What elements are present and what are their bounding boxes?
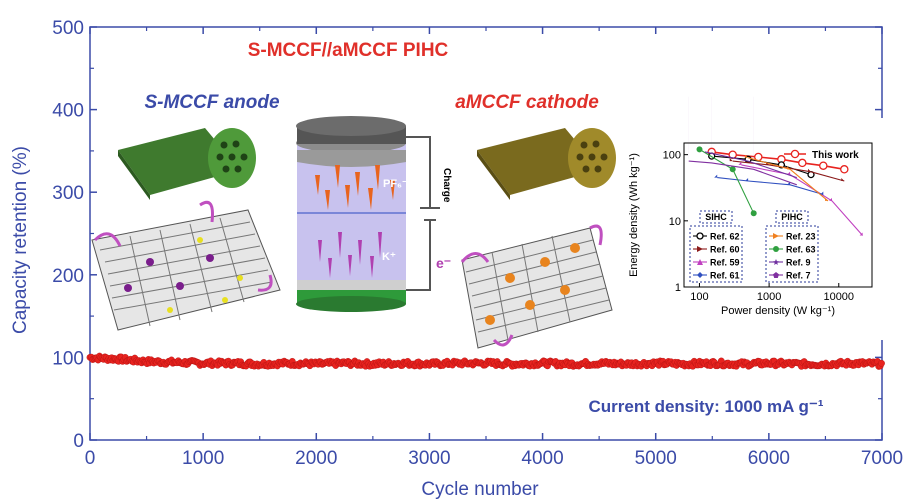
y-tick-label: 400 [52,101,84,122]
inset-series-line [741,164,864,236]
inset-data-point [729,166,736,173]
legend-group-box [689,225,743,283]
inset-x-tick-label: 10000 [823,291,854,303]
inset-data-point [825,197,829,201]
inset-data-point [840,165,849,174]
legend-group-title-box [699,210,733,224]
inset-legend: This work SIHC Ref. 62 Ref. 60 Ref. 59 Ref. 6… [689,149,859,283]
inset-x-axis-label: Power density (W kg⁻¹) [721,305,835,317]
legend-label: Ref. 62 [710,232,740,242]
anode-fiber-illustration [118,128,256,200]
inset-series-line [688,160,797,186]
inset-x-tick-label: 1000 [757,291,781,303]
legend-label: Ref. 7 [786,271,811,281]
x-tick-label: 7000 [861,448,903,469]
inset-data-point [697,272,703,278]
retention-series [86,352,885,370]
inset-x-tick-label: 100 [690,291,708,303]
inset-data-point [714,174,718,178]
legend-group-title: PIHC [781,212,803,222]
legend-group-title-box [775,210,809,224]
x-tick-label: 1000 [182,448,224,469]
inset-data-point [773,259,779,265]
cathode-label: aMCCF cathode [455,92,599,113]
x-tick-label: 3000 [408,448,450,469]
legend-label: Ref. 60 [710,245,740,255]
inset-y-axis-label: Energy density (Wh kg⁻¹) [628,153,640,277]
legend-label: Ref. 61 [710,271,740,281]
legend-label: This work [812,150,859,161]
legend-label: Ref. 9 [786,258,811,268]
x-tick-label: 6000 [748,448,790,469]
x-tick-label: 0 [85,448,96,469]
inset-ragone-plot: 100 1000 10000 1 10 100 Power density (W kg⁻¹)… [618,0,888,340]
chart-title: S-MCCF//aMCCF PIHC [248,40,449,61]
inset-data-point [773,246,779,252]
y-axis-label: Capacity retention (%) [10,146,31,334]
inset-data-point [829,197,833,201]
legend-label: Ref. 23 [786,232,816,242]
inset-y-tick-label: 10 [669,216,681,228]
y-tick-label: 0 [73,431,84,452]
y-tick-label: 100 [52,348,84,369]
inset-frame [683,142,873,288]
inset-series-line [704,151,797,179]
legend-group-box [765,225,819,283]
inset-data-point [787,171,791,175]
x-axis-label: Cycle number [421,479,539,500]
inset-data-point [773,272,779,278]
anode-label: S-MCCF anode [144,92,280,113]
current-density-label: Current density: 1000 mA g⁻¹ [588,397,823,416]
anode-lattice-illustration [91,200,281,331]
inset-data-point [808,168,812,172]
x-tick-label: 4000 [521,448,563,469]
anion-label: PF₆⁻ [383,178,408,190]
inset-series [688,0,864,236]
inset-data-point [798,158,807,168]
x-tick-label: 2000 [295,448,337,469]
inset-data-point [729,158,733,162]
inset-data-point [790,149,800,159]
retention-point [878,359,885,367]
cation-label: K⁺ [382,251,396,263]
y-tick-label: 500 [52,18,84,39]
inset-data-point [859,232,863,236]
inset-axes: 100 1000 10000 1 10 100 Power density (W kg⁻¹)… [628,142,873,317]
inset-data-point [697,246,703,252]
inset-data-point [745,178,749,182]
inset-data-point [750,210,757,217]
charge-label: Charge [441,168,452,203]
inset-data-point [696,232,704,240]
inset-y-tick-label: 1 [675,282,681,294]
inset-series-line [717,177,824,196]
main-axes: 0 1000 2000 3000 4000 5000 6000 7000 0 100 200 300 4… [52,18,903,469]
x-tick-label: 5000 [635,448,677,469]
cathode-lattice-illustration [460,224,613,349]
legend-label: Ref. 59 [710,258,740,268]
y-tick-label: 300 [52,183,84,204]
electron-label: e⁻ [436,255,451,271]
inset-data-point [820,191,824,195]
inset-data-point [819,161,828,170]
battery-illustration: PF₆⁻ K⁺ Charge e⁻ [296,116,452,312]
y-tick-label: 200 [52,266,84,287]
inset-data-point [696,146,703,153]
inset-data-point [697,259,703,265]
inset-series-line [732,160,845,182]
inset-data-point [738,161,742,165]
inset-data-point [841,178,845,182]
legend-label: Ref. 63 [786,245,816,255]
legend-group-title: SIHC [705,212,727,222]
inset-data-point [787,166,791,170]
inset-data-point [745,154,749,158]
inset-data-point [773,233,779,239]
inset-y-tick-label: 100 [663,150,681,162]
cathode-fiber-illustration [477,128,616,200]
